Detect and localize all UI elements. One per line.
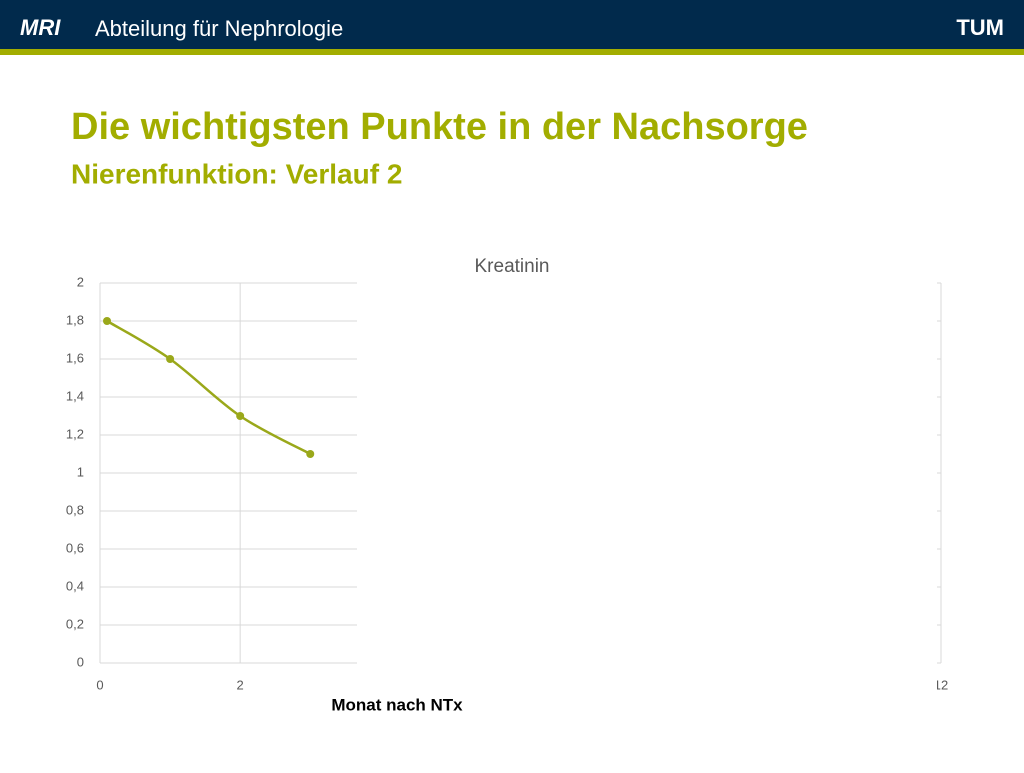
y-tick-label: 0,6 <box>66 540 84 555</box>
slide-subtitle: Nierenfunktion: Verlauf 2 <box>71 158 402 189</box>
point <box>306 450 315 458</box>
y-tick-label: 1,6 <box>66 350 84 365</box>
y-tick-label: 2 <box>77 274 84 289</box>
header-bar <box>0 0 1024 49</box>
y-tick-label: 1,8 <box>66 312 84 327</box>
point <box>166 355 175 363</box>
logo-left: MRI <box>20 15 61 40</box>
header-rule <box>0 49 1024 55</box>
point <box>236 412 245 420</box>
logo-right: TUM <box>956 15 1004 40</box>
x-axis-label: Monat nach NTx <box>331 695 463 714</box>
y-tick-label: 0 <box>77 654 84 669</box>
point <box>103 317 112 325</box>
y-tick-label: 1,2 <box>66 426 84 441</box>
y-tick-label: 0,2 <box>66 616 84 631</box>
y-tick-label: 1,4 <box>66 388 84 403</box>
header-title: Abteilung für Nephrologie <box>95 16 343 41</box>
x-tick-label: 12 <box>934 677 948 692</box>
reveal-mask <box>357 273 937 700</box>
x-tick-label: 2 <box>237 677 244 692</box>
y-tick-label: 0,4 <box>66 578 84 593</box>
y-tick-label: 0,8 <box>66 502 84 517</box>
x-tick-label: 0 <box>96 677 103 692</box>
y-tick-label: 1 <box>77 464 84 479</box>
line <box>106 319 311 456</box>
slide-title: Die wichtigsten Punkte in der Nachsorge <box>71 106 808 148</box>
chart-title: Kreatinin <box>475 256 550 277</box>
